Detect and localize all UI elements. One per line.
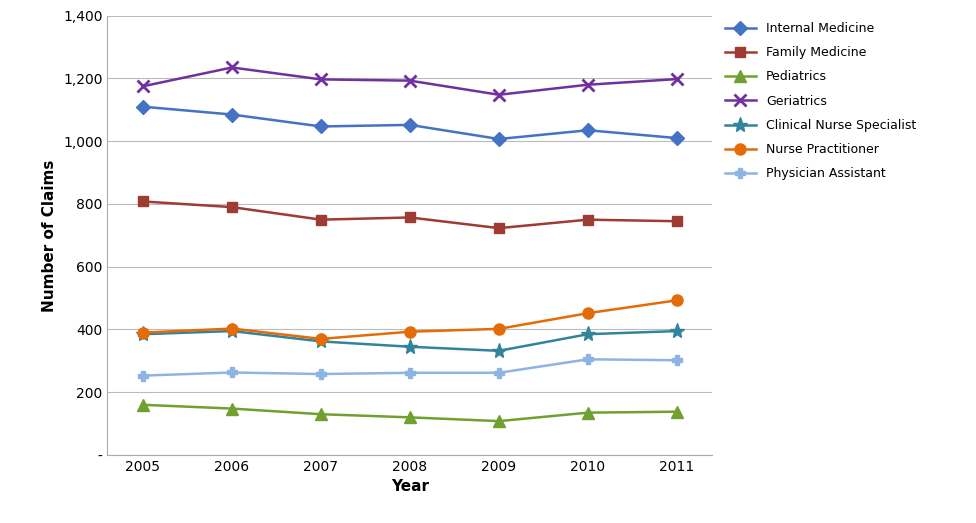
Family Medicine <box>671 218 683 224</box>
Physician Assistant <box>582 356 593 362</box>
Line: Clinical Nurse Specialist: Clinical Nurse Specialist <box>136 323 684 358</box>
Internal Medicine <box>404 122 416 128</box>
Pediatrics <box>404 414 416 420</box>
Line: Nurse Practitioner: Nurse Practitioner <box>138 295 682 345</box>
Line: Internal Medicine: Internal Medicine <box>138 102 682 144</box>
Internal Medicine <box>137 104 148 110</box>
Pediatrics <box>315 411 327 417</box>
Pediatrics <box>582 410 593 416</box>
Physician Assistant <box>404 370 416 376</box>
Clinical Nurse Specialist <box>226 328 238 334</box>
Internal Medicine <box>582 127 593 133</box>
Pediatrics <box>493 418 505 424</box>
Family Medicine <box>226 204 238 210</box>
Geriatrics <box>137 83 148 89</box>
Clinical Nurse Specialist <box>137 331 148 337</box>
Physician Assistant <box>671 357 683 363</box>
Internal Medicine <box>671 135 683 141</box>
Line: Family Medicine: Family Medicine <box>138 197 682 233</box>
Clinical Nurse Specialist <box>404 344 416 350</box>
Line: Physician Assistant: Physician Assistant <box>138 355 682 380</box>
X-axis label: Year: Year <box>391 480 428 494</box>
Clinical Nurse Specialist <box>315 338 327 345</box>
Clinical Nurse Specialist <box>493 348 505 354</box>
Clinical Nurse Specialist <box>582 331 593 337</box>
Y-axis label: Number of Claims: Number of Claims <box>42 159 58 312</box>
Nurse Practitioner <box>137 329 148 336</box>
Internal Medicine <box>493 136 505 142</box>
Line: Geriatrics: Geriatrics <box>137 61 683 101</box>
Geriatrics <box>315 76 327 83</box>
Family Medicine <box>493 225 505 231</box>
Geriatrics <box>493 92 505 98</box>
Nurse Practitioner <box>493 326 505 332</box>
Physician Assistant <box>493 370 505 376</box>
Geriatrics <box>404 77 416 84</box>
Physician Assistant <box>226 369 238 376</box>
Line: Pediatrics: Pediatrics <box>138 399 682 427</box>
Physician Assistant <box>137 372 148 379</box>
Nurse Practitioner <box>671 297 683 303</box>
Legend: Internal Medicine, Family Medicine, Pediatrics, Geriatrics, Clinical Nurse Speci: Internal Medicine, Family Medicine, Pedi… <box>725 22 916 180</box>
Geriatrics <box>671 76 683 82</box>
Nurse Practitioner <box>315 336 327 342</box>
Pediatrics <box>226 405 238 412</box>
Nurse Practitioner <box>582 310 593 316</box>
Family Medicine <box>404 214 416 221</box>
Internal Medicine <box>226 111 238 118</box>
Nurse Practitioner <box>226 325 238 332</box>
Pediatrics <box>137 402 148 408</box>
Geriatrics <box>582 82 593 88</box>
Family Medicine <box>315 217 327 223</box>
Nurse Practitioner <box>404 328 416 335</box>
Pediatrics <box>671 408 683 415</box>
Family Medicine <box>137 198 148 204</box>
Clinical Nurse Specialist <box>671 328 683 334</box>
Family Medicine <box>582 217 593 223</box>
Internal Medicine <box>315 123 327 130</box>
Physician Assistant <box>315 371 327 377</box>
Geriatrics <box>226 64 238 71</box>
